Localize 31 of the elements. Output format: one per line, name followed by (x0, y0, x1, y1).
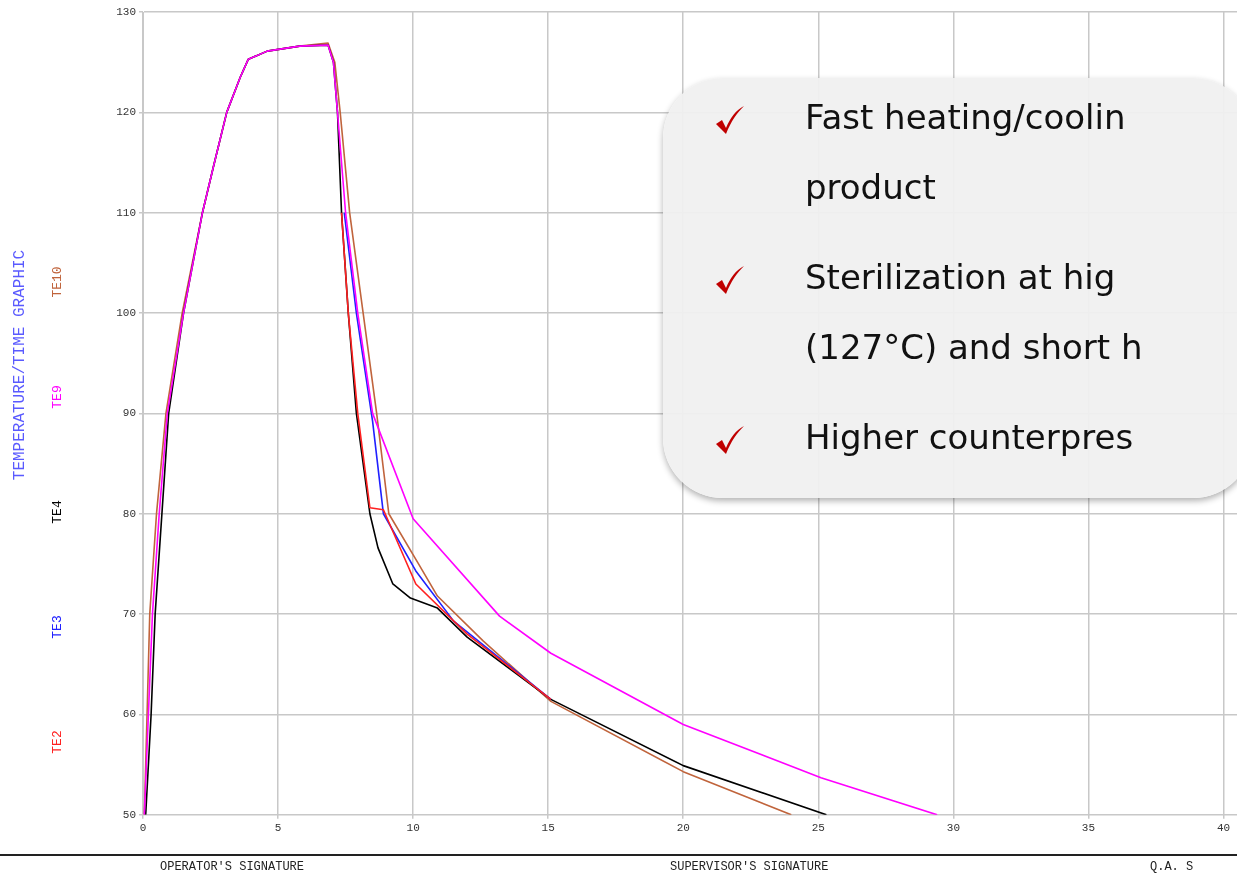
x-tick-label: 10 (406, 822, 420, 835)
text: TE10 (49, 266, 65, 298)
x-tick-label: 40 (1216, 822, 1231, 835)
annotation: Higher counterpres (805, 416, 1134, 459)
x-tick-label: 20 (676, 822, 690, 835)
text: OPERATOR'S SIGNATURE (160, 860, 305, 874)
y-tick-label: 120 (116, 106, 136, 119)
text: TEMPERATURE/TIME GRAPHIC (11, 249, 29, 481)
y-tick-label: 80 (122, 507, 136, 520)
x-tick-label: 15 (541, 822, 555, 835)
x-tick-label: 5 (274, 822, 282, 835)
annotation: Sterilization at hig (127°C) and short h (805, 256, 1143, 369)
y-tick-label: 70 (122, 608, 136, 621)
x-tick-label: 25 (811, 822, 825, 835)
y-tick-label: 110 (116, 206, 136, 219)
text: TE9 (49, 385, 65, 409)
text: Q.A. S (1150, 860, 1194, 874)
text: TE4 (49, 500, 65, 524)
y-tick-label: 50 (122, 808, 136, 821)
y-tick-label: 100 (116, 306, 136, 319)
text: SUPERVISOR'S SIGNATURE (670, 860, 829, 874)
text-panel: Fast heating/coolin product Sterilization at hig (127°C) and short h Higher counterpres (663, 78, 1237, 498)
text: TE3 (49, 615, 65, 639)
y-tick-label: 130 (116, 5, 136, 18)
text: TE2 (49, 730, 65, 754)
annotation: Fast heating/coolin product (805, 96, 1126, 209)
x-tick-label: 35 (1081, 822, 1096, 835)
y-tick-label: 90 (122, 407, 136, 420)
x-tick-label: 0 (139, 822, 147, 835)
y-tick-label: 60 (122, 708, 136, 721)
x-tick-label: 30 (946, 822, 960, 835)
